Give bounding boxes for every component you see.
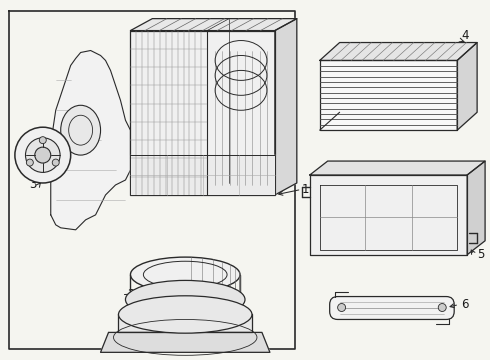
Polygon shape xyxy=(130,31,275,195)
Text: 4: 4 xyxy=(461,29,468,42)
Polygon shape xyxy=(310,175,467,255)
Ellipse shape xyxy=(39,137,46,144)
Text: 6: 6 xyxy=(461,298,468,311)
Polygon shape xyxy=(130,19,297,31)
Polygon shape xyxy=(275,19,297,195)
Text: 5: 5 xyxy=(477,248,485,261)
Polygon shape xyxy=(319,60,457,130)
Ellipse shape xyxy=(26,159,33,166)
Polygon shape xyxy=(130,155,275,195)
Polygon shape xyxy=(310,161,485,175)
Ellipse shape xyxy=(61,105,100,155)
FancyBboxPatch shape xyxy=(330,297,454,319)
Polygon shape xyxy=(51,50,130,230)
Ellipse shape xyxy=(25,138,60,172)
Ellipse shape xyxy=(15,127,71,183)
Text: 1: 1 xyxy=(302,184,309,197)
Polygon shape xyxy=(119,315,252,332)
Polygon shape xyxy=(9,11,295,349)
Ellipse shape xyxy=(130,292,240,327)
Ellipse shape xyxy=(52,159,59,166)
Ellipse shape xyxy=(438,303,446,311)
Text: 2: 2 xyxy=(127,288,135,301)
Polygon shape xyxy=(100,332,270,352)
Ellipse shape xyxy=(35,147,51,163)
Ellipse shape xyxy=(130,257,240,292)
Polygon shape xyxy=(467,161,485,255)
Ellipse shape xyxy=(119,296,252,333)
Ellipse shape xyxy=(338,303,345,311)
Ellipse shape xyxy=(125,280,245,319)
Text: 3: 3 xyxy=(29,179,37,192)
Polygon shape xyxy=(319,42,477,60)
Polygon shape xyxy=(457,42,477,130)
